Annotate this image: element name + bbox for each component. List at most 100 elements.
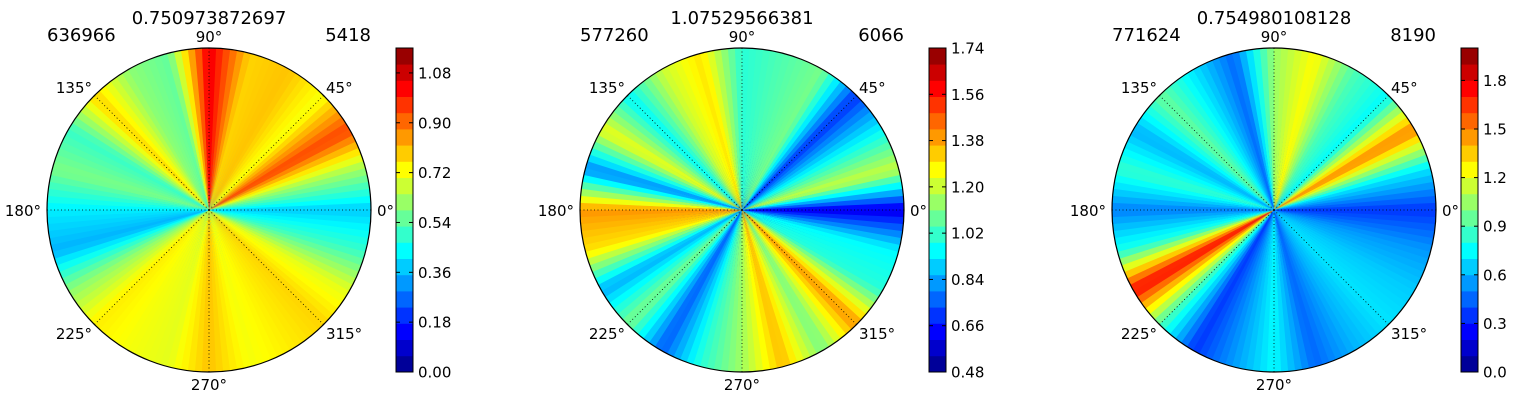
angle-tick-label: 180° [538,202,574,220]
wedge-23-2 [209,210,371,244]
wedge-21-5 [209,210,371,315]
wedge-9-1 [59,78,209,210]
right-label: 6066 [858,25,904,46]
wedge-9-1 [1124,78,1274,210]
wedge-15-5 [104,210,209,372]
wedge-4-3 [742,48,817,210]
wedge-3-1 [742,60,874,210]
wedge-3-3 [742,50,861,211]
wedge-15-1 [610,210,742,360]
wedge-23-5 [742,209,904,219]
wedge-10-2 [47,127,209,210]
angle-tick-label: 225° [1121,325,1157,343]
angle-tick-label: 90° [1261,28,1288,46]
colorbar-band [396,64,413,81]
wedge-13-3 [47,210,209,293]
wedge-23-5 [1274,209,1436,219]
wedge-5-2 [742,48,776,210]
wedge-23-0 [742,210,904,261]
wedge-11-1 [580,167,742,210]
wedge-22-2 [209,210,371,293]
polar-fill [580,48,904,372]
wedge-23-1 [209,210,371,253]
wedge-20-2 [209,210,328,370]
wedge-8-2 [1155,50,1274,211]
wedge-14-1 [1112,210,1274,323]
wedge-9-0 [598,72,742,210]
wedge-22-0 [209,210,371,308]
wedge-13-2 [580,210,742,286]
wedge-23-3 [1274,210,1436,236]
wedge-23-4 [742,210,904,227]
wedge-16-1 [652,210,742,372]
wedge-7-0 [1214,48,1274,210]
wedge-17-5 [1265,210,1275,372]
wedge-1-4 [1274,119,1436,210]
wedge-20-5 [1274,210,1413,354]
wedge-2-5 [1274,71,1418,211]
wedge-17-5 [733,210,743,372]
polar-fill [47,48,371,372]
wedge-19-3 [742,210,825,372]
colorbar-band [396,193,413,211]
wedge-15-0 [1136,210,1274,354]
colorbar-tick-label: 1.2 [1483,169,1507,187]
angle-tick-label: 45° [326,79,353,97]
angle-gridline [94,209,210,325]
wedge-17-4 [725,210,742,372]
angle-gridline [741,209,857,325]
colorbar-tick-label: 0.90 [418,114,451,132]
wedge-20-4 [1274,210,1406,359]
wedge-16-2 [1191,210,1274,372]
colorbar-frame [1460,47,1479,373]
colorbar-band [1461,112,1478,130]
wedge-2-4 [1274,78,1423,210]
colorbar-band [396,323,413,340]
wedge-5-1 [742,48,785,210]
wedge-10-1 [580,120,742,210]
left-label: 771624 [1112,25,1181,46]
wedge-14-0 [1112,210,1274,316]
wedge-20-4 [209,210,341,359]
wedge-2-2 [742,91,902,210]
colorbar-band [1461,274,1478,292]
wedge-4-0 [742,48,840,210]
colorbar-band [929,64,946,81]
wedge-19-4 [742,210,833,372]
polar-frame [579,47,905,373]
wedge-23-0 [209,210,371,261]
wedge-4-4 [209,48,276,210]
wedge-2-1 [742,97,904,210]
angle-tick-label: 315° [859,325,895,343]
wedge-16-0 [111,210,209,372]
wedge-22-4 [742,210,904,277]
angle-gridline [208,95,324,211]
wedge-7-3 [1191,48,1274,210]
colorbar-band [1461,193,1478,211]
wedge-3-2 [742,55,867,210]
colorbar-band [396,210,413,227]
colorbar-band [396,226,413,243]
colorbar-band [1461,80,1478,97]
wedge-21-1 [209,210,359,342]
wedge-10-0 [47,112,209,210]
wedge-5-5 [208,48,218,210]
colorbar-tick-label: 1.8 [1483,72,1507,90]
wedge-8-2 [90,50,209,211]
wedge-19-0 [742,210,802,372]
wedge-10-0 [1112,112,1274,210]
wedge-15-3 [90,210,209,370]
wedge-8-5 [603,66,742,210]
wedge-17-4 [192,210,209,372]
wedge-3-1 [209,60,341,210]
wedge-16-4 [675,210,742,372]
wedge-13-4 [47,210,209,301]
wedge-2-4 [742,78,891,210]
wedge-19-3 [209,210,292,372]
wedge-23-1 [742,210,904,253]
wedge-4-1 [742,48,832,210]
wedge-8-1 [96,48,209,210]
wedge-10-3 [580,135,742,210]
wedge-2-0 [742,104,904,210]
wedge-19-3 [1274,210,1357,372]
